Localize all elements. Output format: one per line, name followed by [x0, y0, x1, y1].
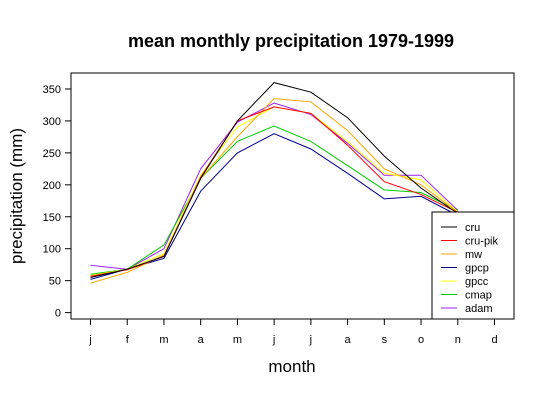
y-tick-label: 350	[43, 84, 61, 96]
x-tick-label: a	[198, 334, 205, 346]
y-tick-label: 50	[49, 276, 61, 288]
plot-frame	[70, 72, 515, 320]
legend-label-gpcp: gpcp	[465, 263, 489, 275]
x-tick-label: s	[382, 334, 388, 346]
x-tick-label: m	[233, 334, 242, 346]
y-tick-label: 0	[55, 308, 61, 320]
legend-label-adam: adam	[465, 303, 493, 315]
x-tick-label: j	[309, 334, 312, 346]
x-axis-label: month	[268, 357, 315, 376]
legend-label-gpcc: gpcc	[465, 276, 489, 288]
legend-label-cmap: cmap	[465, 290, 492, 302]
series-line-cru	[90, 82, 459, 278]
y-axis: 0 50 100 150 200 250 300 350	[43, 84, 71, 320]
series-line-gpcp	[90, 133, 459, 280]
series-line-adam	[90, 102, 459, 270]
y-tick-label: 300	[43, 116, 61, 128]
legend-label-cru-pik: cru-pik	[465, 236, 499, 248]
x-tick-label: j	[272, 334, 275, 346]
plot-area: 0 50 100 150 200 250 300 350 j f m a m j j a s o n d	[43, 72, 515, 346]
y-tick-label: 200	[43, 180, 61, 192]
chart-title: mean monthly precipitation 1979-1999	[128, 31, 454, 51]
y-tick-label: 250	[43, 148, 61, 160]
legend-label-mw: mw	[465, 249, 482, 261]
series-lines	[90, 82, 459, 284]
x-tick-label: m	[159, 334, 168, 346]
x-tick-label: f	[126, 334, 130, 346]
x-tick-label: o	[418, 334, 424, 346]
x-tick-label: d	[491, 334, 497, 346]
series-line-cmap	[90, 125, 459, 275]
y-tick-label: 150	[43, 212, 61, 224]
x-tick-label: n	[455, 334, 461, 346]
y-axis-label: precipitation (mm)	[7, 128, 26, 264]
legend-box	[431, 211, 515, 320]
y-tick-label: 100	[43, 244, 61, 256]
legend-label-cru: cru	[465, 222, 480, 234]
x-tick-label: a	[345, 334, 352, 346]
x-tick-label: j	[88, 334, 91, 346]
